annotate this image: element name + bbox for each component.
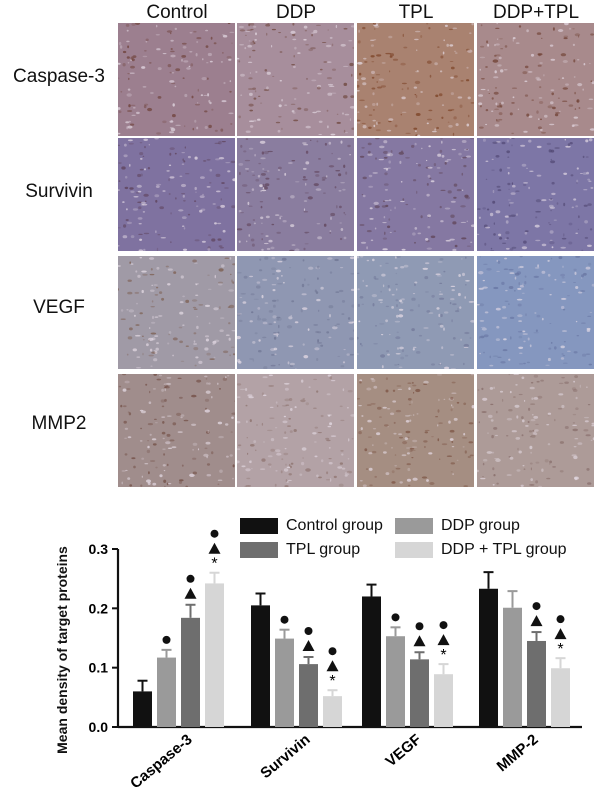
micrograph-caspase3-tpl bbox=[357, 23, 474, 136]
micrograph-caspase3-ddp-tpl bbox=[477, 23, 594, 136]
column-label-ddp-tpl: DDP+TPL bbox=[492, 2, 580, 23]
significance-triangle bbox=[413, 635, 426, 647]
significance-dot bbox=[439, 621, 448, 630]
legend-label: Control group bbox=[286, 517, 383, 534]
legend-label: TPL group bbox=[286, 541, 361, 558]
significance-star: * bbox=[440, 647, 446, 664]
significance-dot bbox=[162, 635, 171, 644]
y-tick-label: 0.0 bbox=[89, 719, 109, 735]
significance-dot bbox=[280, 615, 289, 624]
micrograph-mmp2-ddp-tpl bbox=[477, 374, 594, 487]
y-tick-label: 0.3 bbox=[89, 541, 109, 557]
row-label-caspase3: Caspase-3 bbox=[13, 66, 105, 87]
micrograph-mmp2-control bbox=[118, 374, 235, 487]
legend-item: Control group bbox=[240, 517, 383, 535]
y-tick-label: 0.2 bbox=[89, 600, 109, 616]
micrograph-survivin-ddp bbox=[237, 138, 354, 251]
legend-swatch bbox=[395, 542, 433, 558]
column-label-tpl: TPL bbox=[398, 2, 434, 23]
row-label-survivin: Survivin bbox=[25, 181, 93, 202]
micrograph-vegf-tpl bbox=[357, 256, 474, 369]
bar-vegf-3 bbox=[434, 674, 453, 727]
bar-vegf-0 bbox=[362, 596, 381, 727]
significance-dot bbox=[532, 602, 541, 611]
column-label-control: Control bbox=[146, 2, 208, 23]
bar-vegf-1 bbox=[386, 636, 405, 727]
significance-dot bbox=[328, 647, 337, 656]
micrograph-vegf-ddp-tpl bbox=[477, 256, 594, 369]
legend-swatch bbox=[240, 542, 278, 558]
significance-dot bbox=[556, 615, 565, 624]
bar-mmp-2-0 bbox=[479, 588, 498, 727]
micrograph-survivin-tpl bbox=[357, 138, 474, 251]
bar-chart: 0.0 0.1 0.2 0.3 * * * * Caspase-3 Survivin VEGF M… bbox=[89, 529, 582, 792]
significance-triangle bbox=[208, 542, 221, 554]
x-tick-label: MMP-2 bbox=[494, 731, 542, 775]
row-label-mmp2: MMP2 bbox=[31, 413, 87, 434]
bar-mmp-2-2 bbox=[527, 640, 546, 727]
micrograph-mmp2-tpl bbox=[357, 374, 474, 487]
chart-bars bbox=[133, 571, 570, 727]
significance-dot bbox=[415, 622, 424, 631]
bar-survivin-1 bbox=[275, 638, 294, 727]
significance-triangle bbox=[554, 628, 567, 640]
micrograph-vegf-control bbox=[118, 256, 235, 369]
bar-caspase-3-2 bbox=[181, 617, 200, 727]
significance-star: * bbox=[211, 556, 217, 573]
bar-survivin-3 bbox=[323, 696, 342, 727]
x-tick-label: VEGF bbox=[382, 731, 424, 770]
x-tick-label: Caspase-3 bbox=[127, 731, 195, 792]
significance-dot bbox=[186, 574, 195, 583]
y-axis-label: Mean density of target proteins bbox=[54, 546, 70, 754]
significance-triangle bbox=[184, 587, 197, 599]
legend-label: DDP + TPL group bbox=[441, 541, 567, 558]
row-label-vegf: VEGF bbox=[33, 297, 85, 318]
significance-star: * bbox=[329, 673, 335, 690]
micrograph-caspase3-control bbox=[118, 23, 235, 136]
bar-survivin-0 bbox=[251, 605, 270, 727]
chart-x-tick-labels: Caspase-3 Survivin VEGF MMP-2 bbox=[127, 731, 541, 792]
column-label-ddp: DDP bbox=[275, 2, 317, 23]
significance-dot bbox=[210, 529, 219, 538]
significance-dot bbox=[391, 613, 400, 622]
chart-annotations: * * * * bbox=[162, 529, 567, 690]
significance-triangle bbox=[530, 615, 543, 627]
y-tick-label: 0.1 bbox=[89, 660, 109, 676]
bar-caspase-3-0 bbox=[133, 691, 152, 727]
bar-caspase-3-1 bbox=[157, 657, 176, 727]
significance-triangle bbox=[437, 634, 450, 646]
micrograph-survivin-ddp-tpl bbox=[477, 138, 594, 251]
legend-item: DDP + TPL group bbox=[395, 541, 567, 559]
legend-item: TPL group bbox=[240, 541, 360, 559]
micrograph-caspase3-ddp bbox=[237, 23, 354, 136]
bar-vegf-2 bbox=[410, 659, 429, 727]
bar-survivin-2 bbox=[299, 664, 318, 727]
micrograph-vegf-ddp bbox=[237, 256, 354, 369]
legend-swatch bbox=[395, 518, 433, 534]
significance-triangle bbox=[326, 660, 339, 672]
legend-label: DDP group bbox=[441, 517, 520, 534]
legend-item: DDP group bbox=[395, 517, 520, 535]
micrograph-mmp2-ddp bbox=[237, 374, 354, 487]
legend-swatch bbox=[240, 518, 278, 534]
micrograph-survivin-control bbox=[118, 138, 235, 251]
x-tick-label: Survivin bbox=[257, 731, 313, 782]
bar-mmp-2-3 bbox=[551, 668, 570, 727]
significance-dot bbox=[304, 626, 313, 635]
bar-caspase-3-3 bbox=[205, 583, 224, 727]
significance-star: * bbox=[557, 641, 563, 658]
bar-mmp-2-1 bbox=[503, 607, 522, 727]
significance-triangle bbox=[302, 639, 315, 651]
